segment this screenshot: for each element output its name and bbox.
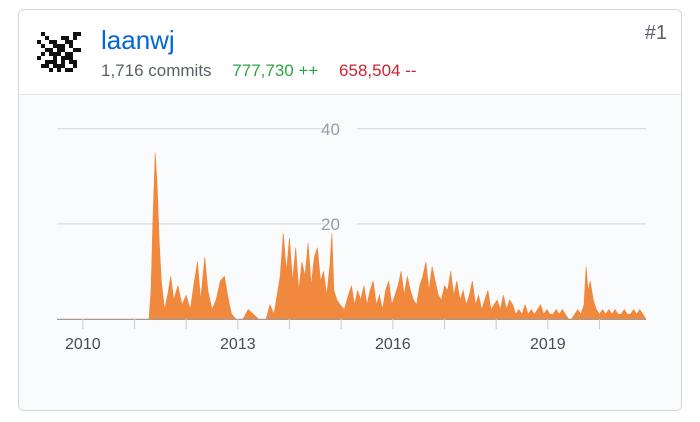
- chart-area: 2010 2013 2016 2019 20 40: [19, 95, 681, 410]
- additions-count: 777,730 ++: [232, 61, 319, 80]
- x-tick-label-2019: 2019: [530, 336, 566, 353]
- deletions-count: 658,504 --: [339, 61, 417, 80]
- commit-area-series: [57, 152, 647, 320]
- y-label-bg-40: [325, 117, 357, 138]
- commit-activity-chart: 2010 2013 2016 2019 20 40: [57, 117, 647, 353]
- y-tick-label-40: 40: [321, 120, 340, 139]
- rank-badge: #1: [644, 22, 667, 44]
- contributor-card: laanwj 1,716 commits 777,730 ++ 658,504 …: [18, 9, 682, 411]
- y-tick-label-20: 20: [321, 215, 340, 234]
- card-header: laanwj 1,716 commits 777,730 ++ 658,504 …: [19, 10, 681, 95]
- username-link[interactable]: laanwj: [101, 25, 175, 55]
- commits-count[interactable]: 1,716 commits: [101, 61, 212, 80]
- y-label-bg-20: [325, 212, 357, 233]
- contributor-stats: 1,716 commits 777,730 ++ 658,504 --: [101, 60, 417, 82]
- x-tick-label-2013: 2013: [220, 336, 256, 353]
- x-tick-label-2016: 2016: [375, 336, 411, 353]
- avatar[interactable]: [37, 28, 85, 76]
- x-tick-label-2010: 2010: [65, 336, 101, 353]
